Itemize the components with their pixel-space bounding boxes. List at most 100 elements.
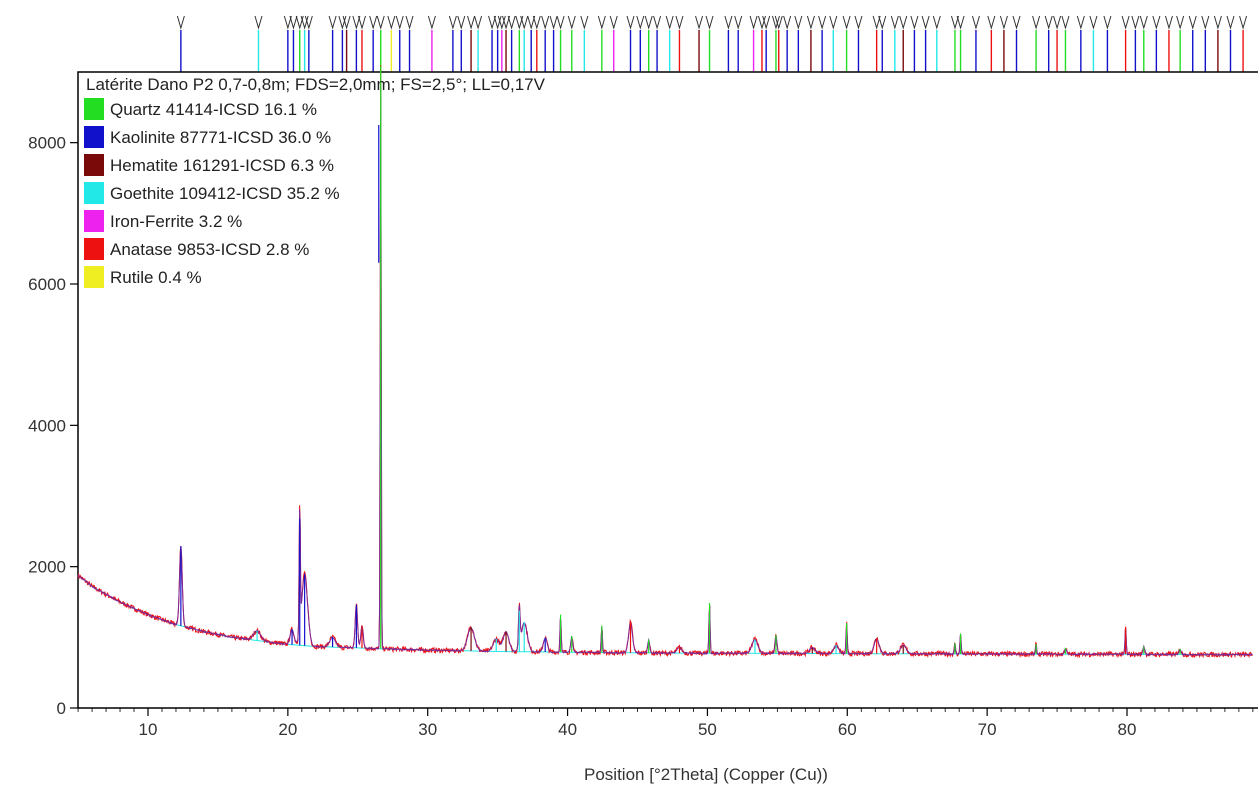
reference-marker-cap — [352, 15, 361, 30]
reference-marker-cap — [771, 15, 780, 30]
reference-marker-cap — [328, 15, 337, 30]
reference-marker-cap — [176, 15, 185, 30]
reference-marker-cap — [1044, 15, 1053, 30]
reference-marker-cap — [515, 15, 524, 30]
reference-marker-cap — [675, 15, 684, 30]
reference-marker-cap — [872, 15, 881, 30]
reference-marker-cap — [541, 15, 550, 30]
legend-swatch — [84, 126, 104, 148]
legend-label: Iron-Ferrite 3.2 % — [110, 212, 242, 231]
x-tick-label: 40 — [558, 720, 577, 739]
reference-marker-cap — [1213, 15, 1222, 30]
reference-marker-cap — [1061, 15, 1070, 30]
reference-marker-cap — [636, 15, 645, 30]
reference-marker-cap — [695, 15, 704, 30]
reference-marker-cap — [705, 15, 714, 30]
reference-marker-cap — [376, 15, 385, 30]
reference-marker-cap — [653, 15, 662, 30]
reference-marker-cap — [532, 15, 541, 30]
reference-marker-cap — [1121, 15, 1130, 30]
legend-label: Anatase 9853-ICSD 2.8 % — [110, 240, 309, 259]
reference-marker-cap — [467, 15, 476, 30]
reference-marker-cap — [556, 15, 565, 30]
legend-swatch — [84, 98, 104, 120]
y-tick-label: 6000 — [28, 275, 66, 294]
legend-label: Quartz 41414-ICSD 16.1 % — [110, 100, 317, 119]
reference-marker-cap — [665, 15, 674, 30]
reference-marker-cap — [1201, 15, 1210, 30]
reference-marker-cap — [580, 15, 589, 30]
reference-marker-cap — [254, 15, 263, 30]
reference-marker-cap — [448, 15, 457, 30]
chart-title: Latérite Dano P2 0,7-0,8m; FDS=2,0mm; FS… — [86, 75, 546, 94]
x-tick-label: 70 — [978, 720, 997, 739]
reference-marker-cap — [921, 15, 930, 30]
legend-label: Goethite 109412-ICSD 35.2 % — [110, 184, 340, 203]
legend-swatch — [84, 210, 104, 232]
reference-marker-cap — [427, 15, 436, 30]
reference-marker-cap — [999, 15, 1008, 30]
reference-marker-cap — [1139, 15, 1148, 30]
x-tick-label: 60 — [838, 720, 857, 739]
legend-swatch — [84, 238, 104, 260]
reference-marker-cap — [878, 15, 887, 30]
reference-marker-strip — [176, 15, 1248, 72]
reference-marker-cap — [474, 15, 483, 30]
reference-marker-cap — [1103, 15, 1112, 30]
reference-marker-cap — [724, 15, 733, 30]
reference-marker-cap — [1076, 15, 1085, 30]
reference-marker-cap — [1188, 15, 1197, 30]
legend-swatch — [84, 154, 104, 176]
x-tick-label: 80 — [1118, 720, 1137, 739]
reference-marker-cap — [783, 15, 792, 30]
legend-swatch — [84, 266, 104, 288]
calculated-pattern — [77, 84, 1253, 657]
reference-marker-cap — [342, 15, 351, 30]
reference-marker-cap — [1012, 15, 1021, 30]
reference-marker-cap — [1152, 15, 1161, 30]
reference-marker-cap — [289, 15, 298, 30]
legend: Quartz 41414-ICSD 16.1 % Kaolinite 87771-… — [84, 98, 340, 288]
plot-frame — [77, 71, 1258, 709]
y-tick-label: 0 — [57, 699, 66, 718]
y-tick-label: 4000 — [28, 416, 66, 435]
x-axis: 10 20 30 40 50 60 70 80 — [77, 708, 1254, 739]
x-tick-label: 20 — [278, 720, 297, 739]
reference-marker-cap — [1176, 15, 1185, 30]
reference-marker-cap — [950, 15, 959, 30]
pattern-traces — [77, 65, 1253, 659]
reference-marker-cap — [1032, 15, 1041, 30]
reference-marker-cap — [749, 15, 758, 30]
reference-marker-cap — [626, 15, 635, 30]
reference-marker-cap — [507, 15, 516, 30]
reference-marker-cap — [956, 15, 965, 30]
reference-marker-cap — [488, 15, 497, 30]
x-axis-title: Position [°2Theta] (Copper (Cu)) — [584, 765, 828, 784]
reference-marker-cap — [734, 15, 743, 30]
y-tick-label: 2000 — [28, 558, 66, 577]
reference-marker-cap — [762, 15, 771, 30]
reference-marker-cap — [890, 15, 899, 30]
legend-label: Kaolinite 87771-ICSD 36.0 % — [110, 128, 331, 147]
reference-marker-cap — [842, 15, 851, 30]
legend-swatch — [84, 182, 104, 204]
reference-marker-cap — [829, 15, 838, 30]
reference-marker-cap — [304, 15, 313, 30]
reference-marker-cap — [597, 15, 606, 30]
reference-marker-cap — [1226, 15, 1235, 30]
reference-marker-cap — [549, 15, 558, 30]
x-tick-label: 50 — [698, 720, 717, 739]
reference-marker-cap — [1239, 15, 1248, 30]
reference-marker-cap — [405, 15, 414, 30]
reference-marker-cap — [987, 15, 996, 30]
reference-marker-cap — [644, 15, 653, 30]
reference-marker-cap — [395, 15, 404, 30]
reference-marker-cap — [527, 15, 536, 30]
x-tick-label: 10 — [139, 720, 158, 739]
reference-marker-cap — [854, 15, 863, 30]
reference-marker-cap — [502, 15, 511, 30]
legend-label: Rutile 0.4 % — [110, 268, 202, 287]
reference-marker-cap — [1131, 15, 1140, 30]
reference-marker-cap — [457, 15, 466, 30]
